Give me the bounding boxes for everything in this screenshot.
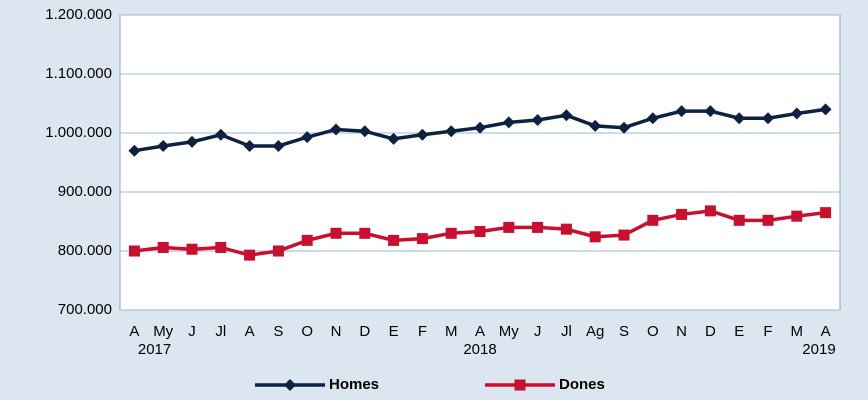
marker <box>646 112 659 125</box>
marker <box>762 214 774 226</box>
x-tick-label: S <box>273 323 283 340</box>
marker <box>388 234 400 246</box>
x-tick-label: F <box>763 323 772 340</box>
x-tick-label: A <box>821 323 831 340</box>
x-tick-label: My <box>499 323 519 340</box>
legend-label: Homes <box>329 376 379 393</box>
marker <box>272 139 285 152</box>
x-tick-label: F <box>418 323 427 340</box>
marker <box>416 233 428 245</box>
marker <box>675 105 688 118</box>
year-label: 2017 <box>138 341 171 358</box>
y-tick-label: 900.000 <box>58 183 112 200</box>
y-tick-label: 700.000 <box>58 301 112 318</box>
marker <box>244 249 256 261</box>
marker <box>445 227 457 239</box>
x-tick-label: Jl <box>215 323 226 340</box>
marker <box>186 135 198 148</box>
marker <box>733 112 746 125</box>
marker <box>215 241 227 253</box>
marker <box>502 116 515 129</box>
marker <box>330 227 342 239</box>
marker <box>532 221 544 233</box>
x-tick-label: D <box>359 323 370 340</box>
marker <box>762 112 774 125</box>
marker <box>790 107 803 120</box>
marker <box>474 121 486 134</box>
x-tick-label: O <box>647 323 659 340</box>
marker <box>704 105 717 118</box>
marker <box>186 243 198 255</box>
marker <box>128 144 141 157</box>
marker <box>445 125 458 138</box>
x-tick-label: Jl <box>561 323 572 340</box>
x-tick-label: M <box>791 323 804 340</box>
x-tick-label: J <box>534 323 542 340</box>
marker <box>676 208 688 220</box>
y-tick-label: 1.200.000 <box>45 6 112 23</box>
marker <box>416 128 429 141</box>
x-tick-label: N <box>331 323 342 340</box>
legend-marker <box>284 379 296 391</box>
year-label: 2018 <box>463 341 496 358</box>
marker <box>791 210 803 222</box>
marker <box>560 223 572 235</box>
marker <box>359 227 371 239</box>
marker <box>474 226 486 238</box>
year-label: 2019 <box>802 341 835 358</box>
x-tick-label: A <box>475 323 485 340</box>
marker <box>272 245 284 257</box>
marker <box>387 132 400 145</box>
x-tick-label: S <box>619 323 629 340</box>
marker <box>560 109 573 122</box>
marker <box>330 123 342 136</box>
marker <box>531 114 544 127</box>
x-tick-label: A <box>129 323 139 340</box>
x-tick-label: Ag <box>586 323 604 340</box>
marker <box>214 128 227 141</box>
x-tick-label: J <box>188 323 196 340</box>
x-tick-label: A <box>245 323 255 340</box>
legend-marker <box>514 379 526 391</box>
marker <box>733 214 745 226</box>
marker <box>820 207 832 219</box>
x-tick-label: N <box>676 323 687 340</box>
marker <box>301 131 314 144</box>
x-tick-label: O <box>301 323 313 340</box>
plot-area <box>119 14 841 311</box>
marker <box>301 234 313 246</box>
y-tick-label: 1.100.000 <box>45 65 112 82</box>
marker <box>157 139 170 152</box>
x-tick-label: E <box>389 323 399 340</box>
marker <box>647 214 659 226</box>
x-tick-label: My <box>153 323 173 340</box>
marker <box>589 231 601 243</box>
y-tick-label: 800.000 <box>58 242 112 259</box>
marker <box>128 245 140 257</box>
marker <box>618 229 630 241</box>
marker <box>819 103 832 116</box>
marker <box>618 121 630 134</box>
marker <box>589 119 602 132</box>
marker <box>243 139 256 152</box>
x-tick-label: E <box>734 323 744 340</box>
legend-label: Dones <box>559 376 605 393</box>
marker <box>503 221 515 233</box>
marker <box>157 241 169 253</box>
marker <box>358 125 371 138</box>
y-tick-label: 1.000.000 <box>45 124 112 141</box>
x-tick-label: M <box>445 323 458 340</box>
x-tick-label: D <box>705 323 716 340</box>
marker <box>704 205 716 217</box>
